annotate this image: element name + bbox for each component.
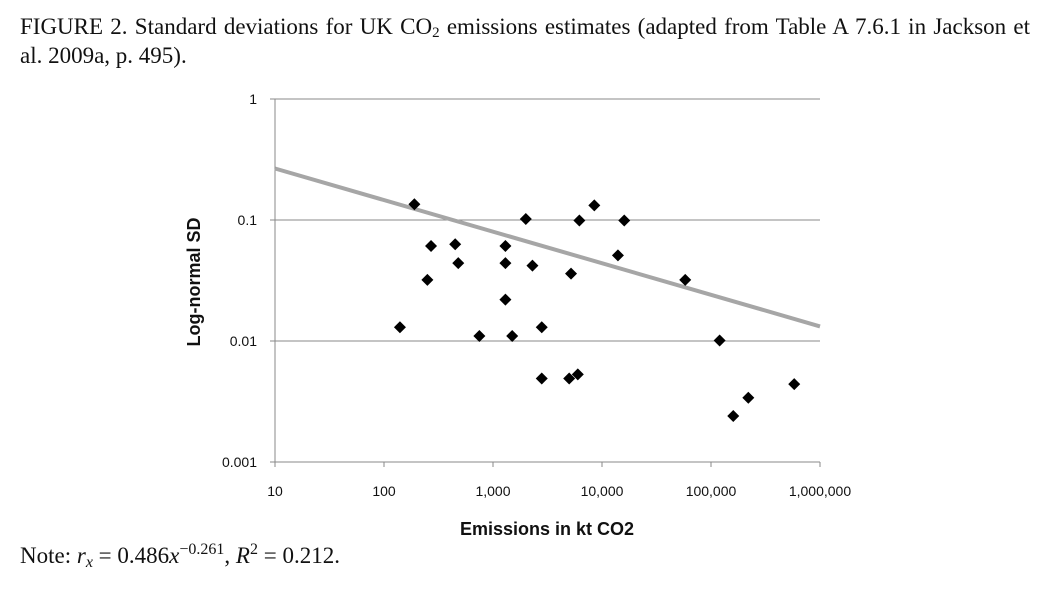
note-eq2: = 0.212.: [257, 543, 340, 568]
note-exponent: −0.261: [179, 541, 225, 558]
data-point: [506, 329, 519, 342]
data-point: [408, 198, 421, 211]
caption-subscript: 2: [432, 25, 440, 41]
x-tick-label: 100: [372, 483, 396, 499]
data-point: [452, 257, 465, 270]
data-point: [519, 212, 532, 225]
data-point: [563, 372, 576, 385]
caption-suffix: emissions estimates (adapted from Table …: [20, 14, 1030, 68]
x-axis-ticks: 10 100 1,000 10,000 100,000 1,000,000: [267, 462, 851, 499]
x-tick-label: 10,000: [581, 483, 624, 499]
data-point: [535, 321, 548, 334]
note-eq1: = 0.486: [92, 543, 170, 568]
data-point: [393, 321, 406, 334]
data-point: [588, 199, 601, 212]
trendline: [274, 166, 821, 329]
data-point: [713, 334, 726, 347]
note-r-sub: x: [85, 554, 93, 571]
note-x: x: [169, 543, 180, 568]
data-point: [526, 259, 539, 272]
data-point: [618, 214, 631, 227]
data-point: [565, 267, 578, 280]
data-point: [788, 378, 801, 391]
x-axis-title: Emissions in kt CO2: [460, 519, 634, 539]
y-tick-label: 0.001: [222, 454, 257, 470]
gridlines: [275, 98, 820, 342]
caption-prefix: FIGURE 2. Standard deviations for UK CO: [20, 14, 433, 39]
x-tick-label: 1,000: [475, 483, 510, 499]
data-point: [499, 293, 512, 306]
data-point: [571, 368, 584, 381]
x-tick-label: 10: [267, 483, 283, 499]
data-point: [421, 273, 434, 286]
y-axis-ticks: 0.001 0.01 0.1 1: [222, 91, 275, 470]
note-label: Note:: [20, 543, 77, 568]
data-point: [611, 249, 624, 262]
y-tick-label: 0.01: [230, 333, 257, 349]
figure-caption: FIGURE 2. Standard deviations for UK CO2…: [20, 12, 1030, 70]
note-R: R: [235, 543, 250, 568]
data-point: [679, 273, 692, 286]
data-point: [499, 257, 512, 270]
data-points: [393, 198, 801, 422]
data-point: [425, 239, 438, 252]
data-point: [535, 372, 548, 385]
data-point: [499, 239, 512, 252]
data-point: [727, 409, 740, 422]
data-point: [473, 329, 486, 342]
y-tick-label: 0.1: [238, 212, 258, 228]
note-R-exponent: 2: [249, 541, 258, 558]
x-tick-label: 100,000: [686, 483, 737, 499]
note-r: r: [76, 543, 86, 568]
note-sep: ,: [224, 543, 236, 568]
y-axis-title: Log-normal SD: [184, 218, 204, 347]
data-point: [573, 214, 586, 227]
y-tick-label: 1: [249, 91, 257, 107]
x-tick-label: 1,000,000: [789, 483, 851, 499]
regression-note: Note: rx = 0.486x−0.261, R2 = 0.212.: [20, 541, 340, 571]
data-point: [742, 391, 755, 404]
data-point: [449, 238, 462, 251]
